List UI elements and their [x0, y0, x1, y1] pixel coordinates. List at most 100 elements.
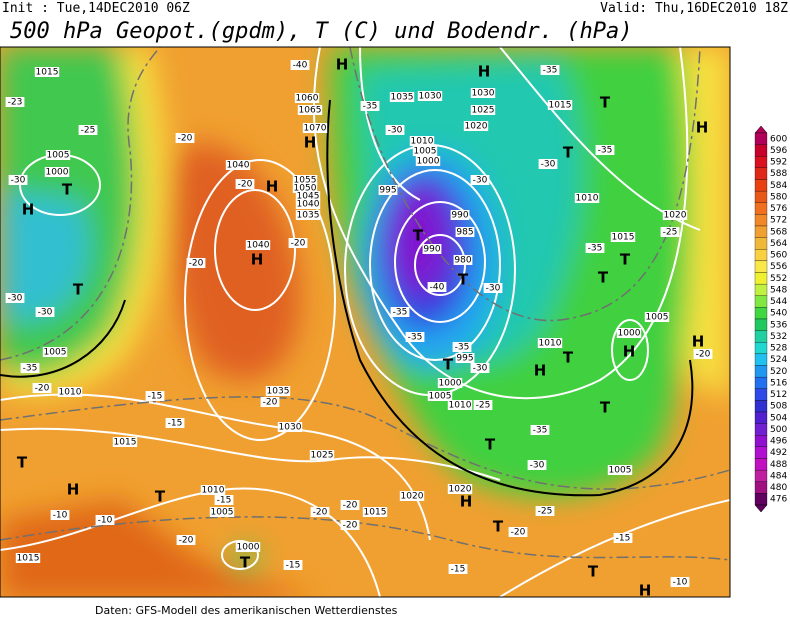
colorbar-label: 504	[770, 413, 787, 423]
label-box	[145, 391, 165, 401]
label-box	[693, 349, 713, 359]
colorbar-label: 544	[770, 297, 787, 307]
colorbar-label: 556	[770, 262, 787, 272]
label-box	[8, 175, 28, 185]
contour-label: -10	[53, 511, 68, 521]
label-box	[470, 105, 496, 115]
label-box	[448, 564, 468, 574]
colorbar-label: 496	[770, 437, 787, 447]
label-box	[378, 185, 398, 195]
pressure-center: T	[413, 227, 424, 245]
contour-label: -30	[486, 284, 501, 294]
colorbar-swatch	[754, 353, 768, 366]
label-box	[415, 156, 441, 166]
contour-label: 1000	[618, 329, 641, 339]
label-box	[470, 175, 490, 185]
label-box	[260, 397, 280, 407]
colorbar-label: 580	[770, 192, 787, 202]
contour-label: 1055	[294, 176, 317, 186]
contour-label: 1040	[227, 161, 250, 171]
label-box	[292, 183, 318, 193]
colorbar-swatch	[754, 376, 768, 389]
colorbar-swatch	[754, 481, 768, 494]
label-box	[340, 520, 360, 530]
contour-label: 1040	[297, 200, 320, 210]
contour-label: -15	[168, 419, 183, 429]
contour-label: 1035	[297, 211, 320, 221]
contour-label: -15	[286, 561, 301, 571]
label-box	[616, 328, 642, 338]
colorbar-swatch	[754, 144, 768, 157]
colorbar-label: 600	[770, 134, 787, 144]
label-box	[186, 258, 206, 268]
label-box	[610, 232, 636, 242]
colorbar-label: 500	[770, 425, 787, 435]
label-box	[660, 227, 680, 237]
colorbar-swatch	[754, 156, 768, 169]
contour-label: 1010	[411, 137, 434, 147]
contour-label: 1010	[539, 339, 562, 349]
contour-label: -35	[543, 66, 558, 76]
colorbar-swatch	[754, 330, 768, 343]
contour-label: -35	[455, 343, 470, 353]
label-box	[585, 243, 605, 253]
contour-label: -20	[189, 259, 204, 269]
contour-label: -15	[451, 565, 466, 575]
contour-label: -35	[598, 146, 613, 156]
label-box	[607, 465, 633, 475]
label-box	[360, 101, 380, 111]
contour-label: 1070	[304, 124, 327, 134]
contour-label: -25	[663, 228, 678, 238]
contour-label: -15	[616, 534, 631, 544]
contour-label: 1000	[237, 543, 260, 553]
colorbar-label: 520	[770, 367, 787, 377]
label-box	[455, 227, 475, 237]
contour-label: 1005	[646, 313, 669, 323]
contour-label: 1015	[114, 438, 137, 448]
colorbar-swatch	[754, 423, 768, 436]
colorbar-swatch	[754, 283, 768, 296]
pressure-center: T	[443, 356, 454, 374]
colorbar-label: 568	[770, 227, 787, 237]
colorbar-label: 560	[770, 251, 787, 261]
label-box	[20, 363, 40, 373]
colorbar-label: 572	[770, 216, 787, 226]
contour-label: 1035	[391, 93, 414, 103]
label-box	[5, 293, 25, 303]
label-box	[530, 425, 550, 435]
pressure-center: T	[17, 454, 28, 472]
label-box	[295, 191, 321, 201]
colorbar-label: 552	[770, 274, 787, 284]
label-box	[470, 88, 496, 98]
contour-label: -40	[293, 61, 308, 71]
colorbar-swatch	[754, 179, 768, 192]
pressure-center: H	[266, 178, 279, 196]
pressure-center: T	[563, 349, 574, 367]
label-box	[57, 387, 83, 397]
contour-label: -20	[343, 521, 358, 531]
label-box	[537, 338, 563, 348]
pressure-center: T	[598, 269, 609, 287]
pressure-center: T	[458, 271, 469, 289]
contour-label: 1030	[419, 92, 442, 102]
label-box	[540, 65, 560, 75]
label-box	[245, 240, 271, 250]
contour-label: -20	[313, 508, 328, 518]
contour-label: 1020	[449, 485, 472, 495]
label-box	[15, 553, 41, 563]
pressure-center: T	[485, 436, 496, 454]
label-box	[417, 91, 443, 101]
colorbar-swatch	[754, 388, 768, 401]
label-box	[288, 238, 308, 248]
contour-label: 1005	[609, 466, 632, 476]
contour-label: 1050	[294, 184, 317, 194]
label-box	[463, 121, 489, 131]
label-box	[295, 210, 321, 220]
colorbar-cap	[754, 504, 768, 513]
label-box	[447, 484, 473, 494]
contour-label: 995	[456, 354, 473, 364]
contour-label: 1010	[576, 194, 599, 204]
contour-label: 1005	[211, 508, 234, 518]
colorbar-label: 484	[770, 471, 787, 481]
